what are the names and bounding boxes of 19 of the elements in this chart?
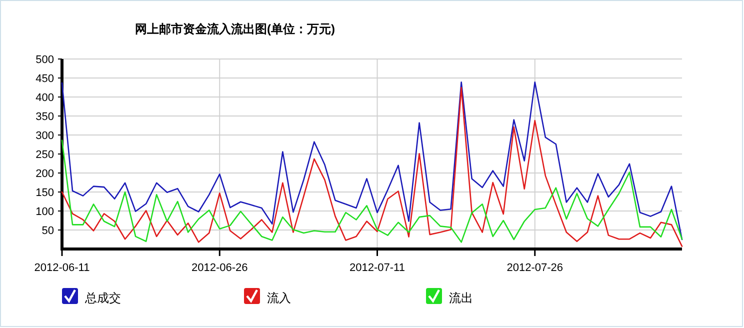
y-tick-label: 50 [42, 225, 54, 237]
y-tick-label: 250 [36, 149, 54, 161]
chart-title: 网上邮市资金流入流出图(单位：万元) [135, 22, 335, 36]
y-tick-label: 300 [36, 130, 54, 142]
y-tick-label: 150 [36, 187, 54, 199]
x-tick-label: 2012-07-26 [506, 262, 564, 274]
legend-label: 流入 [267, 291, 291, 305]
y-tick-label: 500 [36, 54, 54, 66]
legend-label: 流出 [449, 291, 473, 305]
x-tick-label: 2012-06-11 [34, 262, 90, 274]
x-tick-label: 2012-07-11 [350, 262, 405, 274]
x-tick-label: 2012-06-26 [191, 262, 248, 274]
y-tick-label: 400 [36, 92, 54, 104]
y-tick-label: 200 [36, 168, 54, 180]
y-tick-label: 450 [36, 73, 54, 85]
y-tick-label: 100 [36, 206, 54, 218]
legend-label: 总成交 [84, 291, 121, 305]
y-tick-label: 350 [36, 111, 54, 123]
line-series [61, 140, 683, 243]
